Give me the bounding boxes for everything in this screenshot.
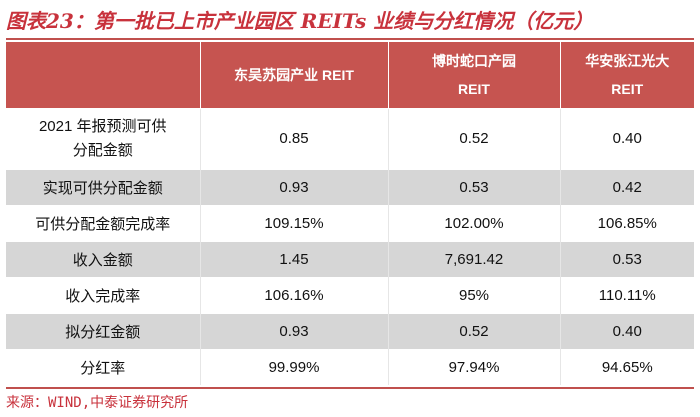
table-cell: 0.52	[387, 313, 560, 350]
header-label-sub: REIT	[611, 81, 644, 97]
table-cell: 0.42	[559, 169, 694, 206]
header-label: 华安张江光大	[585, 53, 670, 69]
table-cell: 0.52	[387, 108, 560, 170]
header-cell-zhangjiang: 华安张江光大 REIT	[559, 42, 694, 109]
table-cell: 0.93	[199, 169, 388, 206]
header-label-sub: REIT	[458, 81, 490, 97]
table-cell: 0.85	[199, 108, 388, 170]
table-cell: 106.16%	[199, 277, 388, 314]
table-cell: 0.93	[199, 313, 388, 350]
top-rule	[6, 38, 694, 40]
table-cell: 0.53	[387, 169, 560, 206]
table-cell: 102.00%	[387, 205, 560, 242]
table-header-row: 东吴苏园产业 REIT 博时蛇口产园 REIT 华安张江光大 REIT	[6, 42, 694, 109]
table-cell: 99.99%	[199, 349, 388, 385]
row-label: 可供分配金额完成率	[6, 205, 200, 242]
table-cell: 0.53	[559, 241, 694, 278]
header-cell-blank	[6, 42, 200, 109]
table-row: 可供分配金额完成率 109.15% 102.00% 106.85%	[6, 205, 694, 242]
bottom-rule	[6, 387, 694, 389]
table-cell: 110.11%	[559, 277, 694, 314]
table-row: 实现可供分配金额 0.93 0.53 0.42	[6, 169, 694, 206]
header-label: 东吴苏园产业 REIT	[234, 67, 354, 83]
table-cell: 95%	[387, 277, 560, 314]
table-cell: 0.40	[559, 108, 694, 170]
table-cell: 106.85%	[559, 205, 694, 242]
table-cell: 1.45	[199, 241, 388, 278]
row-label: 收入金额	[6, 241, 200, 278]
table-row: 2021 年报预测可供 分配金额 0.85 0.52 0.40	[6, 108, 694, 170]
table-cell: 0.40	[559, 313, 694, 350]
row-label-line1: 2021 年报预测可供	[38, 118, 167, 135]
table-row: 拟分红金额 0.93 0.52 0.40	[6, 313, 694, 350]
table-cell: 7,691.42	[387, 241, 560, 278]
table-cell: 97.94%	[387, 349, 560, 385]
header-label: 博时蛇口产园	[432, 53, 516, 69]
figure-title: 图表23：第一批已上市产业园区 REITs 业绩与分红情况（亿元）	[6, 9, 594, 33]
row-label: 拟分红金额	[6, 313, 200, 350]
table-cell: 94.65%	[559, 349, 694, 385]
table-cell: 109.15%	[199, 205, 388, 242]
table-row: 收入金额 1.45 7,691.42 0.53	[6, 241, 694, 278]
row-label-line2: 分配金额	[72, 142, 133, 159]
reit-performance-table: 东吴苏园产业 REIT 博时蛇口产园 REIT 华安张江光大 REIT 2021…	[6, 42, 694, 385]
row-label: 收入完成率	[6, 277, 200, 314]
table-row: 分红率 99.99% 97.94% 94.65%	[6, 349, 694, 385]
row-label: 分红率	[6, 349, 200, 385]
table-row: 收入完成率 106.16% 95% 110.11%	[6, 277, 694, 314]
source-note: 来源：WIND,中泰证券研究所	[6, 395, 189, 411]
row-label: 2021 年报预测可供 分配金额	[6, 108, 200, 170]
header-cell-suzhou: 东吴苏园产业 REIT	[199, 42, 388, 109]
row-label: 实现可供分配金额	[6, 169, 200, 206]
header-cell-shekou: 博时蛇口产园 REIT	[387, 42, 560, 109]
